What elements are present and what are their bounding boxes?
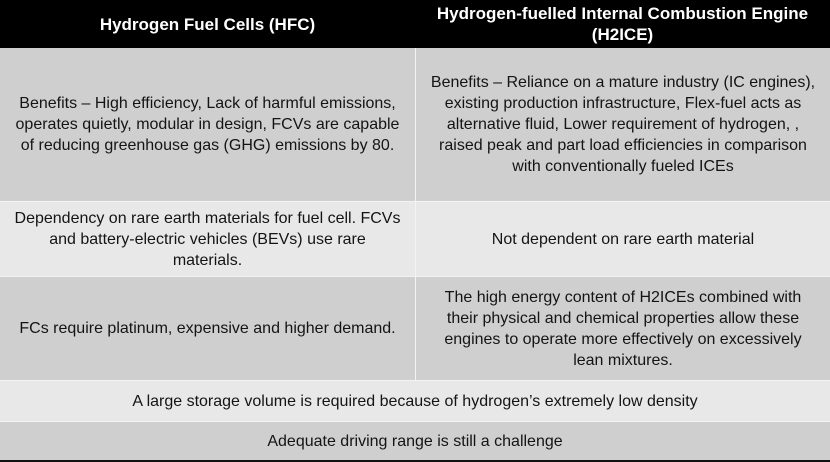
table-row: Adequate driving range is still a challe… bbox=[0, 421, 830, 460]
cell-h2ice-benefits: Benefits – Reliance on a mature industry… bbox=[415, 48, 830, 201]
cell-shared-range: Adequate driving range is still a challe… bbox=[267, 432, 563, 450]
cell-hfc-benefits: Benefits – High efficiency, Lack of harm… bbox=[15, 95, 400, 154]
cell-hfc-platinum: FCs require platinum, expensive and high… bbox=[19, 320, 396, 337]
table-header-row: Hydrogen Fuel Cells (HFC) Hydrogen-fuell… bbox=[0, 0, 830, 48]
table-row: Dependency on rare earth materials for f… bbox=[0, 201, 830, 276]
cell-hfc-rare-earth: Dependency on rare earth materials for f… bbox=[14, 209, 401, 269]
cell-h2ice-energy: The high energy content of H2ICEs combin… bbox=[415, 277, 830, 380]
table-row: FCs require platinum, expensive and high… bbox=[0, 276, 830, 380]
cell-shared-storage: A large storage volume is required becau… bbox=[132, 392, 698, 410]
header-h2ice: Hydrogen-fuelled Internal Combustion Eng… bbox=[436, 4, 809, 44]
table-row: Benefits – High efficiency, Lack of harm… bbox=[0, 48, 830, 201]
header-hfc: Hydrogen Fuel Cells (HFC) bbox=[99, 14, 316, 34]
cell-h2ice-rare-earth: Not dependent on rare earth material bbox=[415, 202, 830, 276]
table-row: A large storage volume is required becau… bbox=[0, 380, 830, 421]
